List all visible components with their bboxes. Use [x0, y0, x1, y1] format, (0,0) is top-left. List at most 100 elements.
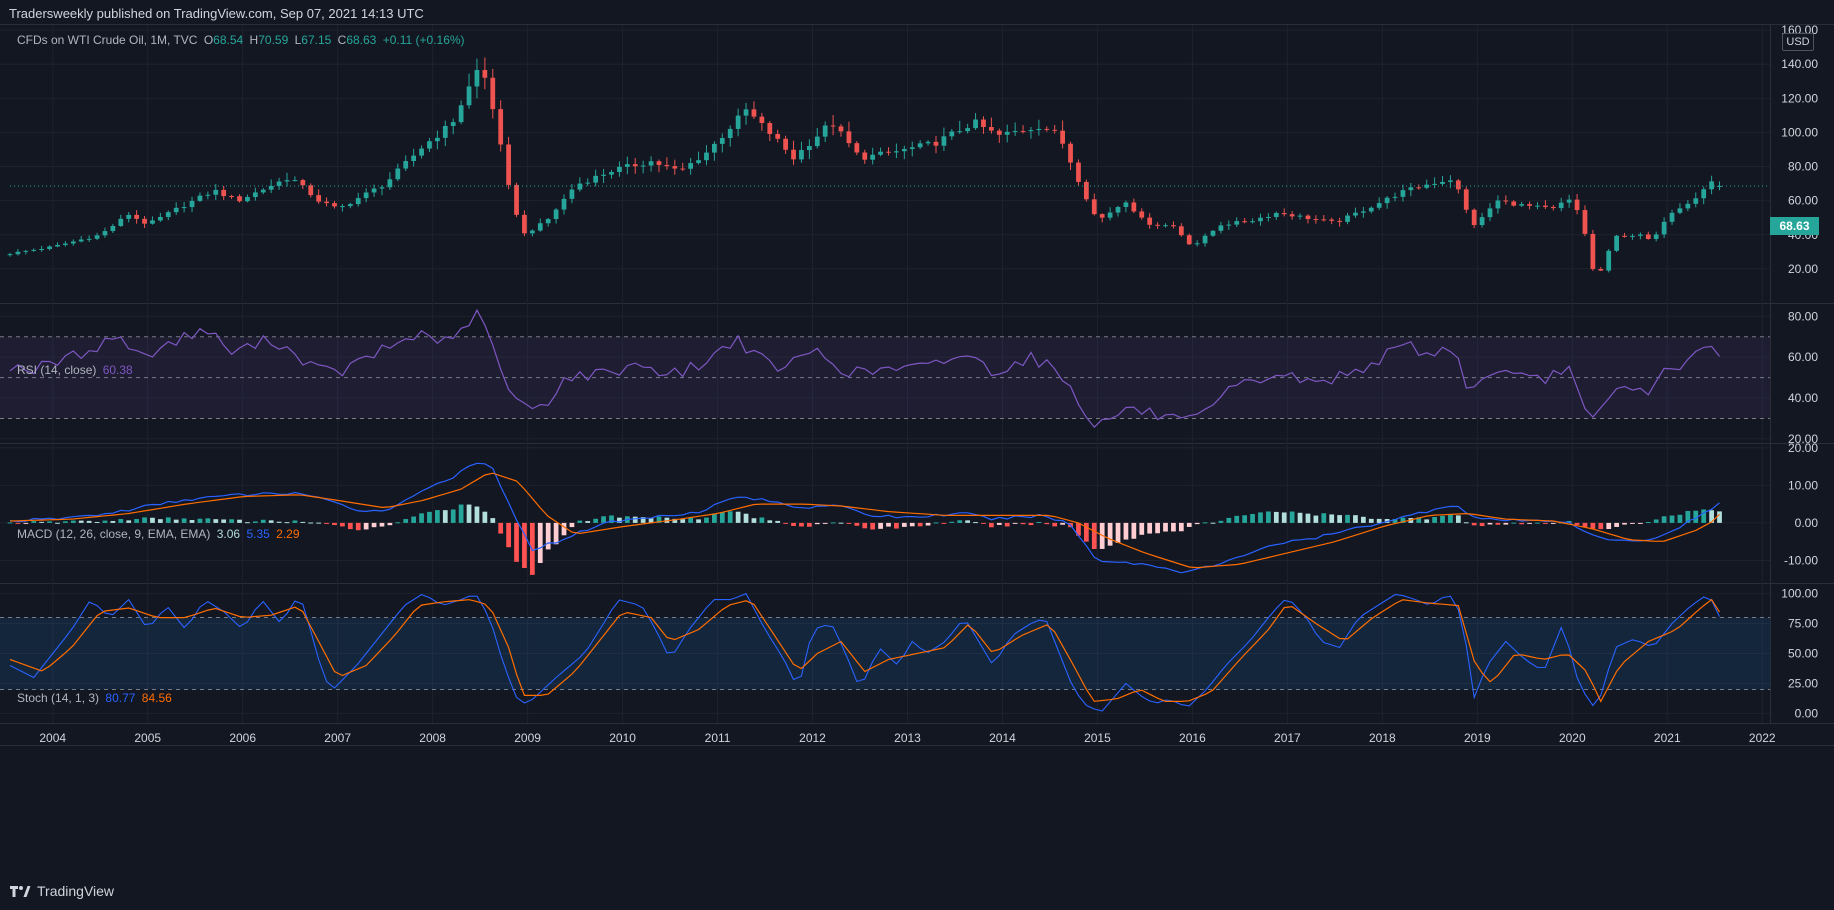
candle-body	[1202, 235, 1208, 244]
macd-histogram-bar	[949, 521, 955, 523]
candle-body	[751, 109, 757, 117]
macd-histogram-bar	[466, 504, 472, 523]
macd-histogram-bar	[759, 517, 765, 523]
macd-histogram-bar	[332, 522, 337, 526]
candle-body	[767, 123, 773, 134]
macd-histogram-bar	[1083, 522, 1089, 542]
symbol-title[interactable]: CFDs on WTI Crude Oil, 1M, TVC	[17, 33, 198, 47]
x-tick-label: 2022	[1749, 731, 1776, 745]
candle-body	[1408, 187, 1414, 191]
candle-body	[387, 179, 393, 188]
candle-body	[1178, 226, 1184, 236]
macd-histogram-bar	[1677, 514, 1683, 523]
macd-histogram-bar	[609, 515, 614, 523]
macd-histogram-bar	[229, 519, 234, 523]
macd-histogram-bar	[561, 522, 567, 536]
macd-histogram-bar	[1345, 514, 1350, 523]
stoch-k-line	[9, 592, 1720, 712]
macd-histogram-bar	[862, 522, 868, 529]
candle-body	[252, 192, 258, 197]
candle-body	[1693, 198, 1699, 204]
macd-histogram-bar	[775, 520, 781, 523]
candle-body	[1155, 224, 1160, 226]
candle-body	[7, 254, 13, 256]
candle-body	[1297, 215, 1303, 217]
y-tick-label: 0.00	[1795, 706, 1819, 720]
candle-body	[719, 138, 725, 144]
candle-body	[1566, 199, 1572, 203]
macd-histogram-bar	[47, 521, 52, 523]
tradingview-brand[interactable]: TradingView	[9, 883, 114, 899]
macd-histogram-bar	[260, 519, 266, 523]
macd-legend: MACD (12, 26, close, 9, EMA, EMA) 3.06 5…	[17, 527, 303, 541]
currency-label[interactable]: USD	[1782, 33, 1814, 51]
candle-body	[529, 230, 535, 234]
candle-body	[688, 163, 694, 169]
candle-body	[1250, 221, 1255, 223]
candle-body	[1606, 250, 1612, 271]
candle-body	[181, 207, 187, 209]
macd-histogram-bar	[712, 513, 717, 523]
macd-histogram-bar	[1131, 522, 1137, 539]
macd-histogram-bar	[656, 516, 662, 523]
macd-histogram-bar	[1186, 522, 1192, 527]
macd-histogram-bar	[1400, 517, 1406, 523]
macd-histogram-bar	[1392, 518, 1398, 523]
macd-histogram-bar	[1653, 519, 1659, 523]
macd-histogram-bar	[783, 522, 788, 524]
macd-histogram-bar	[846, 522, 852, 524]
candle-body	[1068, 143, 1073, 163]
macd-histogram-bar	[1273, 511, 1279, 523]
candle-body	[15, 251, 21, 255]
candle-body	[1218, 225, 1224, 231]
macd-histogram-bar	[1218, 520, 1224, 523]
candle-body	[941, 136, 947, 146]
candle-body	[237, 196, 242, 202]
candle-body	[577, 183, 583, 190]
macd-histogram-bar	[157, 519, 163, 523]
rsi-legend: RSI (14, close) 60.38	[17, 363, 136, 377]
candle-body	[838, 126, 844, 132]
stoch-title[interactable]: Stoch (14, 1, 3)	[17, 691, 100, 705]
candle-body	[601, 174, 606, 176]
rsi-line	[9, 308, 1720, 428]
candle-body	[39, 248, 45, 250]
candle-body	[276, 181, 282, 186]
macd-histogram-bar	[989, 522, 994, 528]
candle-body	[791, 149, 796, 160]
macd-histogram-bar	[31, 521, 37, 523]
candle-body	[1543, 205, 1548, 207]
rsi-title[interactable]: RSI (14, close)	[17, 363, 97, 377]
macd-histogram-bar	[1384, 518, 1390, 523]
y-tick-label: 50.00	[1788, 647, 1818, 661]
macd-histogram-bar	[126, 520, 132, 523]
macd-histogram-bar	[379, 522, 385, 527]
macd-histogram-bar	[110, 520, 116, 523]
candle-body	[474, 69, 480, 87]
macd-title[interactable]: MACD (12, 26, close, 9, EMA, EMA)	[17, 527, 211, 541]
macd-histogram-bar	[1147, 522, 1153, 534]
candle-body	[1266, 216, 1271, 218]
candle-body	[1345, 215, 1350, 222]
macd-histogram-bar	[1448, 514, 1453, 523]
macd-histogram-bar	[1202, 522, 1208, 524]
candle-body	[553, 209, 559, 220]
candle-body	[245, 196, 250, 202]
x-tick-label: 2011	[705, 731, 731, 745]
candle-body	[450, 122, 456, 126]
macd-histogram-bar	[1455, 515, 1461, 523]
candle-body	[134, 214, 140, 219]
macd-histogram-bar	[1163, 522, 1168, 532]
candle-body	[466, 86, 472, 106]
y-tick-label: 60.00	[1788, 350, 1818, 364]
candle-body	[680, 168, 686, 170]
x-tick-label: 2004	[39, 731, 66, 745]
y-tick-label: 120.00	[1781, 91, 1818, 105]
candles-group	[7, 57, 1722, 273]
macd-histogram-bar	[1329, 514, 1335, 523]
candle-body	[1622, 235, 1627, 237]
candle-body	[1258, 217, 1263, 222]
macd-histogram-bar	[1123, 522, 1129, 540]
macd-histogram-bar	[150, 517, 155, 523]
